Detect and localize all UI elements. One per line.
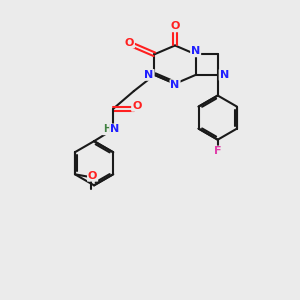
Text: O: O [170, 21, 180, 31]
Text: N: N [145, 70, 154, 80]
Text: O: O [132, 101, 141, 111]
Text: N: N [170, 80, 180, 90]
Text: N: N [220, 70, 229, 80]
Text: O: O [88, 171, 97, 181]
Text: F: F [214, 146, 221, 157]
Text: O: O [125, 38, 134, 47]
Text: N: N [191, 46, 200, 56]
Text: N: N [110, 124, 119, 134]
Text: H: H [103, 124, 111, 134]
